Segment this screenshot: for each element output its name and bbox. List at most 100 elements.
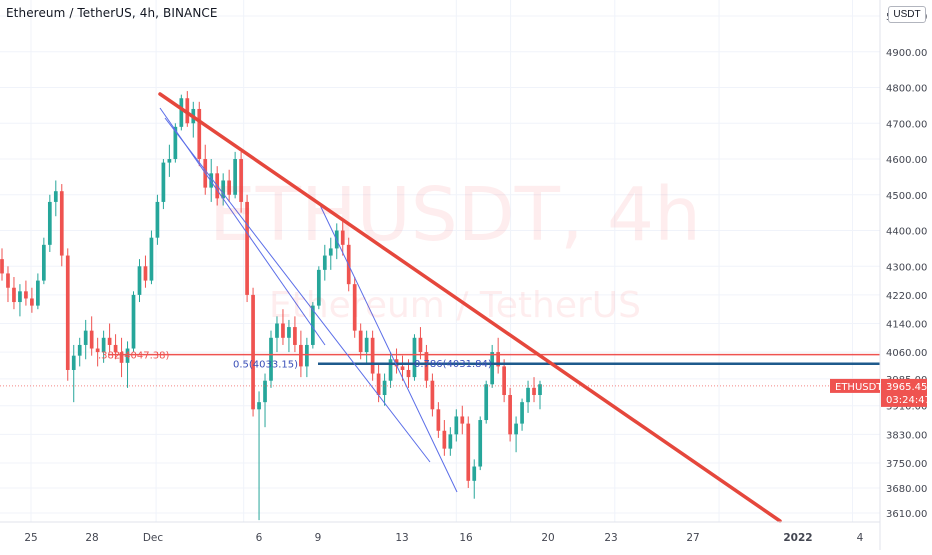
candle	[484, 380, 489, 424]
candle-body	[310, 305, 315, 345]
candle-body	[430, 380, 435, 410]
candle-body	[370, 337, 375, 374]
currency-badge[interactable]: USDT	[888, 6, 926, 23]
drawing-layer[interactable]: .382(4047.38) 0.5(4033.15) 0.786(4031.84)	[0, 92, 880, 523]
candle-body	[257, 402, 261, 410]
candle	[0, 248, 4, 281]
candle-body	[30, 298, 34, 306]
candle	[77, 337, 82, 367]
candle-body	[466, 423, 471, 481]
candle-body	[113, 344, 118, 353]
x-tick-label: 9	[315, 532, 322, 544]
y-tick-label: 4400.00	[886, 227, 927, 238]
candle	[502, 359, 506, 403]
fib-line[interactable]	[319, 204, 458, 493]
candle	[149, 230, 154, 285]
candle-body	[119, 352, 124, 363]
candle-body	[281, 323, 285, 338]
candle	[269, 330, 273, 388]
candle-body	[167, 159, 172, 163]
candle-body	[316, 269, 321, 306]
candle	[454, 409, 459, 442]
candle	[430, 373, 435, 417]
candle-body	[36, 280, 40, 306]
candle-body	[275, 323, 279, 338]
candle-body	[364, 337, 369, 353]
y-tick-label: 4060.00	[886, 348, 927, 359]
candle	[358, 323, 363, 360]
candle	[143, 255, 148, 288]
candle-body	[472, 466, 477, 481]
candle-body	[322, 255, 327, 270]
candle	[328, 237, 333, 270]
candle	[281, 309, 285, 345]
candle-body	[287, 327, 291, 338]
candle	[382, 373, 387, 406]
candle-body	[490, 352, 495, 385]
candle-body	[125, 348, 130, 363]
x-tick-label: 6	[256, 532, 263, 544]
candle	[340, 219, 345, 256]
trendline[interactable]	[158, 92, 782, 523]
candle-body	[197, 108, 202, 160]
candle-body	[478, 420, 483, 467]
candle	[460, 405, 465, 435]
fib-line[interactable]	[164, 117, 431, 463]
candle	[119, 337, 124, 378]
candle-body	[460, 416, 465, 424]
symbol-tag-bg	[830, 378, 880, 393]
candle	[12, 277, 16, 310]
candle	[478, 416, 483, 471]
candle-body	[496, 352, 501, 367]
candle-body	[328, 248, 333, 256]
candle-layer	[0, 91, 542, 521]
y-tick-label: 4220.00	[886, 291, 927, 302]
candle-body	[77, 344, 82, 356]
candle-body	[53, 191, 58, 202]
candle-body	[520, 402, 524, 424]
candle-body	[65, 255, 70, 370]
candle	[155, 194, 160, 245]
candle	[221, 173, 226, 206]
candle	[508, 387, 512, 442]
candle	[245, 194, 249, 303]
candle-body	[376, 373, 381, 396]
y-tick-label: 4140.00	[886, 319, 927, 330]
candle	[18, 284, 22, 317]
x-tick-label: 28	[85, 532, 98, 544]
y-tick-label: 3830.00	[886, 430, 927, 441]
candle	[95, 337, 100, 367]
candle	[316, 266, 321, 310]
symbol-tag-text: ETHUSDT	[835, 382, 883, 393]
x-tick-label: 27	[686, 532, 699, 544]
candle-body	[406, 369, 411, 378]
candle	[137, 259, 142, 303]
candle	[53, 180, 58, 217]
candle	[47, 194, 52, 252]
candle-body	[12, 287, 16, 303]
candle-body	[358, 330, 363, 353]
candle	[233, 151, 237, 199]
y-tick-label: 3680.00	[886, 484, 927, 495]
candle	[257, 391, 261, 521]
candle-body	[137, 266, 142, 295]
candle-body	[95, 348, 100, 353]
last-price-tag[interactable]: ETHUSDT 3965.45 03:24:47	[830, 378, 931, 407]
price-tag-countdown: 03:24:47	[886, 395, 931, 406]
candle-body	[454, 416, 459, 435]
candle-body	[221, 180, 226, 199]
candle-body	[424, 352, 429, 381]
candle	[167, 144, 172, 177]
candle-body	[299, 344, 303, 367]
candle	[496, 337, 501, 374]
candle-body	[388, 359, 393, 381]
symbol-title[interactable]: Ethereum / TetherUS, 4h, BINANCE	[6, 6, 218, 20]
candle	[364, 330, 369, 363]
candle-body	[101, 337, 106, 353]
candle	[490, 344, 495, 388]
candle-body	[340, 230, 345, 245]
candle-body	[143, 266, 148, 281]
